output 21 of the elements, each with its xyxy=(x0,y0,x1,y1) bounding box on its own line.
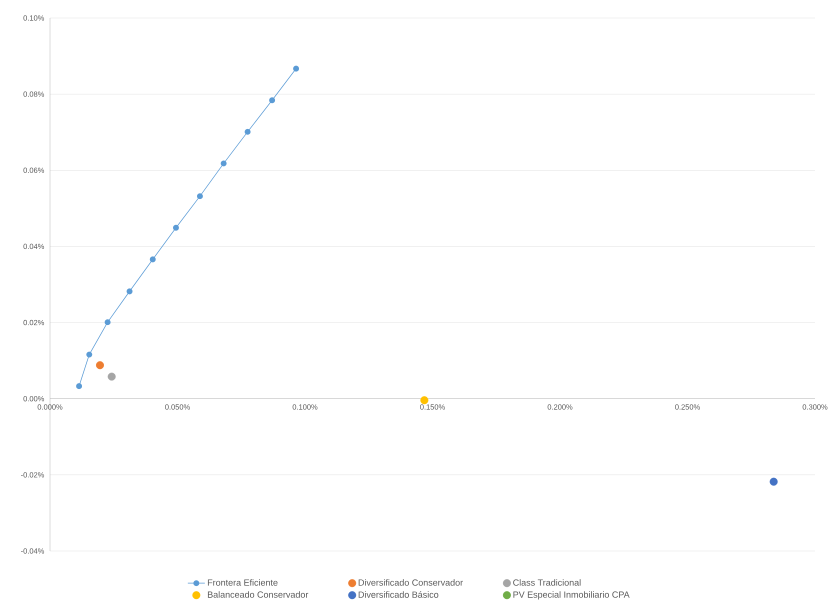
legend-label: Class Tradicional xyxy=(513,579,581,586)
point xyxy=(104,319,111,326)
point xyxy=(108,372,116,381)
point xyxy=(244,128,251,135)
legend-label: Diversificado Básico xyxy=(358,591,438,598)
point xyxy=(770,478,778,486)
point xyxy=(96,361,104,370)
point xyxy=(420,396,428,404)
point xyxy=(269,97,276,104)
point xyxy=(196,193,203,200)
legend-label: Frontera Eficiente xyxy=(208,579,278,586)
point xyxy=(86,352,92,358)
point xyxy=(126,288,133,294)
legend-label: PV Especial Inmobiliario CPA xyxy=(513,591,630,600)
point xyxy=(293,66,300,72)
legend-label: Balanceado Conservador xyxy=(208,591,308,598)
point xyxy=(220,160,227,166)
legend-label: Diversificado Conservador xyxy=(358,579,463,586)
point xyxy=(172,224,179,231)
point xyxy=(150,256,156,262)
point xyxy=(76,383,82,390)
